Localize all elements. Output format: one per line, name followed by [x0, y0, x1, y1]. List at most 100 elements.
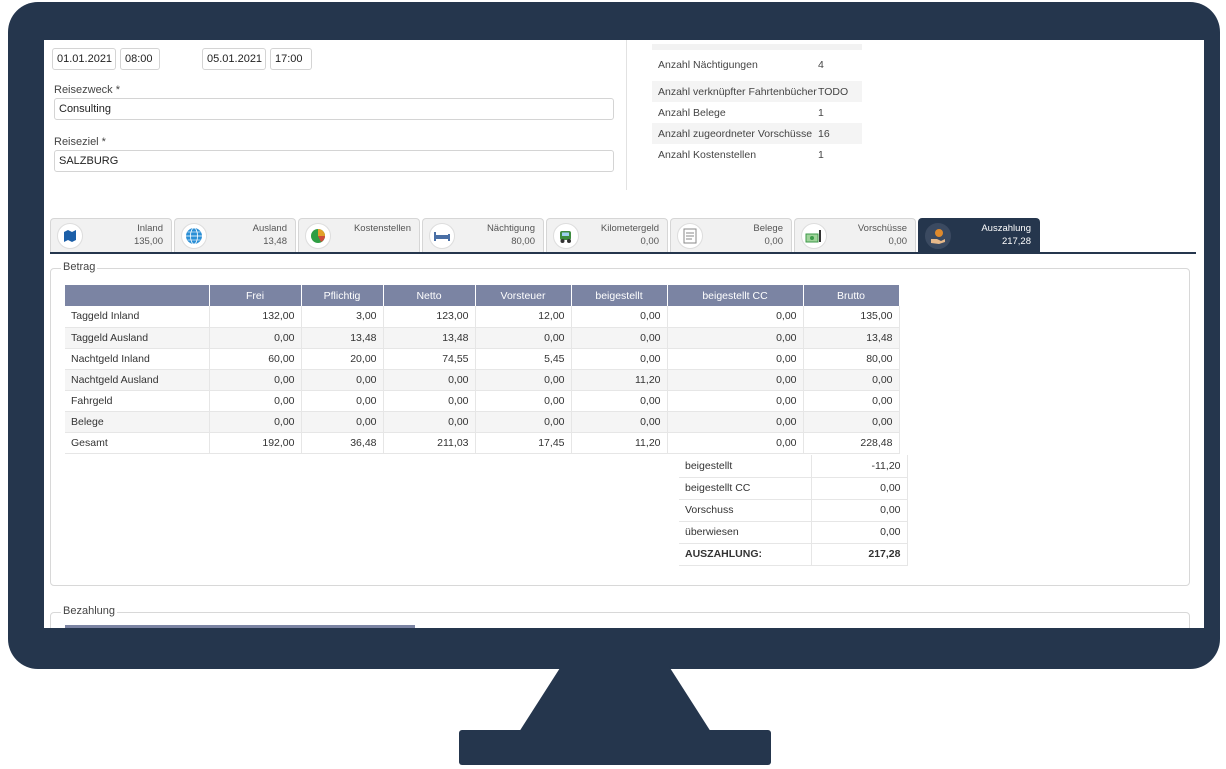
summary-value: 0,00 — [811, 521, 908, 544]
tab-auszahlung[interactable]: Auszahlung 217,28 — [918, 218, 1040, 252]
bed-icon — [429, 223, 455, 249]
table-row: Belege 0,00 0,00 0,00 0,00 0,00 0,00 0,0… — [65, 411, 900, 433]
column-header: Frei — [209, 285, 302, 306]
monitor-neck — [519, 666, 711, 732]
tab-amount: 13,48 — [263, 236, 287, 247]
coin-hand-icon — [925, 223, 951, 249]
summary-table: beigestellt -11,20 beigestellt CC 0,00 V… — [679, 455, 908, 566]
cell: 0,00 — [209, 390, 302, 412]
reisezweck-label: Reisezweck * — [54, 84, 121, 96]
divider — [626, 40, 627, 190]
row-label: Nachtgeld Ausland — [65, 369, 210, 391]
column-header: Netto — [383, 285, 476, 306]
row-label: Gesamt — [65, 432, 210, 454]
cell: 12,00 — [475, 306, 572, 328]
bezahlung-fieldset: Bezahlung — [50, 605, 1190, 628]
cell: 3,00 — [301, 306, 384, 328]
reiseziel-label: Reiseziel * — [54, 136, 106, 148]
cell: 0,00 — [383, 411, 476, 433]
info-value: 4 — [818, 58, 824, 71]
reiseziel-input[interactable]: SALZBURG — [54, 150, 614, 172]
cell: 0,00 — [209, 369, 302, 391]
column-header — [65, 285, 210, 306]
tab-bar: Inland 135,00 Ausland 13,48 Kostenstelle… — [50, 218, 1042, 252]
info-row: Anzahl Nächtigungen 4 — [652, 54, 862, 75]
column-header: beigestellt CC — [667, 285, 804, 306]
end-time-field[interactable]: 17:00 — [270, 48, 312, 70]
globe-icon — [181, 223, 207, 249]
cell: 0,00 — [667, 411, 804, 433]
row-label: Taggeld Inland — [65, 306, 210, 328]
summary-row-total: AUSZAHLUNG: 217,28 — [679, 543, 908, 566]
row-label: Fahrgeld — [65, 390, 210, 412]
summary-row: Vorschuss 0,00 — [679, 499, 908, 522]
tab-naechtigung[interactable]: Nächtigung 80,00 — [422, 218, 544, 252]
tab-amount: 0,00 — [764, 236, 784, 247]
map-icon — [57, 223, 83, 249]
summary-label: Vorschuss — [679, 499, 812, 522]
tab-amount: 0,00 — [888, 236, 908, 247]
cell: 0,00 — [571, 327, 668, 349]
tab-kostenstellen[interactable]: Kostenstellen — [298, 218, 420, 252]
start-time-field[interactable]: 08:00 — [120, 48, 160, 70]
cell: 0,00 — [803, 369, 900, 391]
info-row: Anzahl verknüpfter Fahrtenbücher TODO — [652, 81, 862, 102]
tab-amount: 135,00 — [133, 236, 163, 247]
cell: 20,00 — [301, 348, 384, 370]
info-value: 16 — [818, 127, 830, 140]
table-row-total: Gesamt 192,00 36,48 211,03 17,45 11,20 0… — [65, 432, 900, 454]
summary-label: AUSZAHLUNG: — [679, 543, 812, 566]
cell: 13,48 — [803, 327, 900, 349]
cell: 11,20 — [571, 432, 668, 454]
table-row: Nachtgeld Inland 60,00 20,00 74,55 5,45 … — [65, 348, 900, 370]
cell: 135,00 — [803, 306, 900, 328]
table-row: Nachtgeld Ausland 0,00 0,00 0,00 0,00 11… — [65, 369, 900, 391]
tab-label: Ausland — [252, 223, 287, 234]
summary-label: beigestellt CC — [679, 477, 812, 500]
reisezweck-input[interactable]: Consulting — [54, 98, 614, 120]
info-row: Anzahl Kostenstellen 1 — [652, 144, 862, 165]
cell: 36,48 — [301, 432, 384, 454]
cell: 0,00 — [475, 327, 572, 349]
end-date-field[interactable]: 05.01.2021 — [202, 48, 266, 70]
tab-belege[interactable]: Belege 0,00 — [670, 218, 792, 252]
cell: 0,00 — [803, 411, 900, 433]
column-header: beigestellt — [571, 285, 668, 306]
cell: 0,00 — [667, 306, 804, 328]
tab-label: Inland — [137, 223, 163, 234]
betrag-fieldset: Betrag Frei Pflichtig Netto Vorsteuer be… — [50, 261, 1190, 586]
cell: 192,00 — [209, 432, 302, 454]
cell: 60,00 — [209, 348, 302, 370]
tab-amount: 80,00 — [511, 236, 535, 247]
tab-kilometergeld[interactable]: Kilometergeld 0,00 — [546, 218, 668, 252]
info-label: Anzahl Belege — [658, 106, 726, 119]
screen: 01.01.2021 08:00 05.01.2021 17:00 Reisez… — [44, 40, 1204, 628]
tab-label: Kostenstellen — [353, 223, 411, 234]
car-icon — [553, 223, 579, 249]
tab-label: Belege — [753, 223, 783, 234]
summary-row: beigestellt -11,20 — [679, 455, 908, 478]
info-label: Anzahl zugeordneter Vorschüsse — [658, 127, 813, 140]
tab-underline — [50, 252, 1196, 254]
tab-vorschuesse[interactable]: Vorschüsse 0,00 — [794, 218, 916, 252]
cell: 11,20 — [571, 369, 668, 391]
row-label: Belege — [65, 411, 210, 433]
info-value: 1 — [818, 148, 824, 161]
tab-inland[interactable]: Inland 135,00 — [50, 218, 172, 252]
tab-label: Kilometergeld — [600, 223, 659, 234]
cell: 0,00 — [571, 306, 668, 328]
info-row: Anzahl zugeordneter Vorschüsse 16 — [652, 123, 862, 144]
summary-value: 0,00 — [811, 499, 908, 522]
start-date-field[interactable]: 01.01.2021 — [52, 48, 116, 70]
cell: 0,00 — [301, 390, 384, 412]
cell: 0,00 — [667, 327, 804, 349]
summary-label: beigestellt — [679, 455, 812, 478]
cell: 0,00 — [475, 390, 572, 412]
cell: 211,03 — [383, 432, 476, 454]
info-value: TODO — [818, 85, 849, 98]
pie-chart-icon — [305, 223, 331, 249]
column-header: Vorsteuer — [475, 285, 572, 306]
summary-value: -11,20 — [811, 455, 908, 478]
cell: 0,00 — [383, 390, 476, 412]
tab-ausland[interactable]: Ausland 13,48 — [174, 218, 296, 252]
